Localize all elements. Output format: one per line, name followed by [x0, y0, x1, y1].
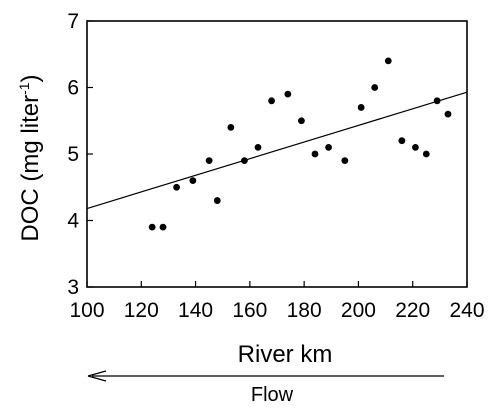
- y-tick-label: 6: [67, 77, 79, 100]
- data-point: [284, 90, 292, 98]
- data-point: [412, 143, 419, 151]
- data-point: [341, 157, 349, 165]
- x-axis-label: River km: [238, 341, 333, 368]
- data-point: [422, 150, 430, 158]
- data-point: [398, 137, 406, 145]
- data-point: [189, 177, 197, 185]
- x-tick-label: 200: [341, 299, 376, 322]
- y-axis-label: DOC (mg liter-1): [16, 74, 44, 241]
- data-point: [371, 84, 379, 91]
- y-tick-label: 7: [67, 10, 79, 33]
- data-point: [227, 124, 235, 131]
- data-point: [444, 110, 452, 118]
- y-axis-label-main: DOC (mg liter: [17, 95, 44, 242]
- data-point: [159, 223, 167, 231]
- data-point: [298, 117, 305, 125]
- data-point: [213, 197, 221, 204]
- x-tick-label: 240: [449, 299, 484, 322]
- data-point: [311, 150, 319, 158]
- data-point: [268, 97, 275, 105]
- data-point: [384, 57, 392, 65]
- flow-label: Flow: [251, 384, 294, 406]
- x-axis-ticks: 100 120 140 160 180 200 220 240: [69, 281, 485, 322]
- flow-arrow: [87, 370, 444, 382]
- flow-arrow-head-icon: [87, 370, 107, 382]
- data-point: [173, 183, 180, 191]
- x-tick-label: 220: [395, 299, 430, 322]
- data-point: [148, 223, 156, 231]
- data-point: [357, 104, 365, 111]
- y-tick-label: 4: [67, 210, 79, 233]
- data-point: [325, 143, 332, 151]
- x-tick-label: 100: [69, 299, 104, 322]
- data-point: [205, 157, 213, 165]
- plot-frame: [86, 20, 468, 288]
- x-tick-label: 120: [124, 299, 159, 322]
- y-axis-ticks: 3 4 5 6 7: [67, 10, 93, 299]
- data-points: [148, 57, 452, 231]
- y-axis-label-superscript: -1: [16, 82, 32, 95]
- regression-trend-line: [86, 91, 468, 210]
- y-tick-label: 5: [67, 143, 79, 166]
- data-point: [254, 143, 262, 151]
- x-tick-label: 180: [287, 299, 322, 322]
- y-axis-label-close: ): [17, 74, 44, 82]
- y-tick-label: 3: [67, 276, 79, 299]
- x-tick-label: 160: [232, 299, 267, 322]
- x-tick-label: 140: [178, 299, 213, 322]
